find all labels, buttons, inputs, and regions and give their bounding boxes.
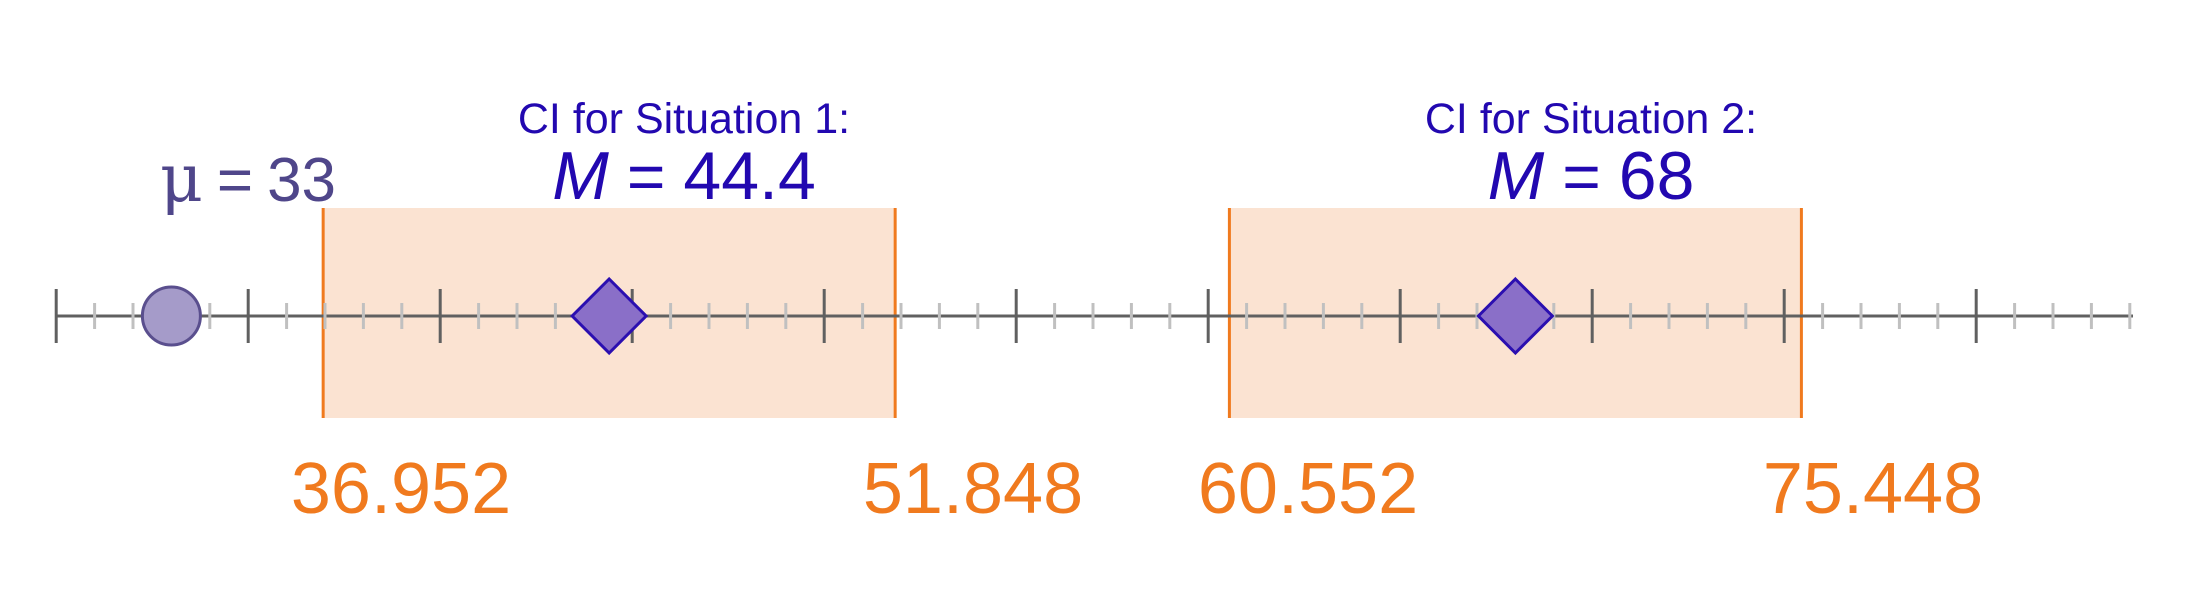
ci1-mean-value: 44.4 (683, 138, 815, 214)
markers (140, 276, 1555, 356)
ci-bands (321, 208, 1803, 418)
ci2-mean-equals: = (1562, 139, 1601, 213)
mu-equals: = (217, 146, 253, 215)
ci1-mean-label: M = 44.4 (552, 138, 816, 214)
ci1-mean-symbol: M (552, 138, 609, 214)
ci2-caption: CI for Situation 2: (1425, 95, 1757, 143)
mu-label: μ = 33 (160, 140, 336, 217)
ci1-lower-label: 36.952 (291, 449, 511, 529)
ci2-mean-symbol: M (1488, 138, 1545, 214)
labels: μ = 33 CI for Situation 1: M = 44.4 CI f… (160, 95, 1983, 529)
mu-value: 33 (267, 146, 336, 215)
ci1-mean-equals: = (627, 139, 666, 213)
ci1-upper-label: 51.848 (863, 449, 1083, 529)
ci1-mean-marker (570, 276, 649, 356)
mu-marker (140, 285, 202, 347)
number-line-ticks (54, 289, 2132, 343)
ci1-caption: CI for Situation 1: (518, 95, 850, 143)
ci2-upper-label: 75.448 (1763, 449, 1983, 529)
mu-symbol: μ (160, 140, 203, 217)
ci2-lower-label: 60.552 (1198, 449, 1418, 529)
ci2-mean-value: 68 (1619, 138, 1695, 214)
number-line (54, 289, 2133, 343)
ci2-mean-marker (1476, 276, 1555, 356)
ci2-mean-label: M = 68 (1488, 138, 1695, 214)
